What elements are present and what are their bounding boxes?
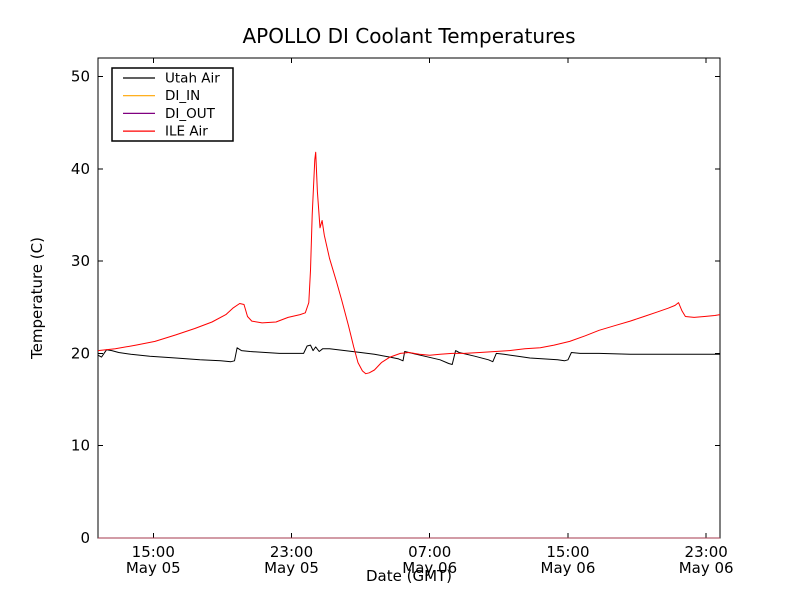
- legend-box: [111, 67, 234, 142]
- x-tick-label-time: 23:00: [685, 543, 728, 561]
- y-tick-label: 10: [71, 437, 90, 455]
- legend-label-utah-air: Utah Air: [165, 71, 220, 87]
- y-tick-label: 0: [80, 529, 90, 547]
- x-tick-label-date: May 06: [402, 559, 457, 577]
- x-tick-label-time: 23:00: [270, 543, 313, 561]
- y-axis-label: Temperature (C): [28, 237, 46, 360]
- x-tick-label-time: 15:00: [546, 543, 589, 561]
- x-tick-label-date: May 05: [126, 559, 181, 577]
- series-line-ile-air: [97, 151, 721, 375]
- y-tick-label: 40: [71, 160, 90, 178]
- legend-label-ile-air: ILE Air: [165, 124, 208, 140]
- series-line-utah-air: [97, 344, 720, 365]
- x-tick-label-time: 07:00: [408, 543, 451, 561]
- x-tick-label-date: May 06: [541, 559, 596, 577]
- x-axis-label: Date (GMT): [366, 567, 452, 585]
- y-tick-label: 20: [71, 344, 90, 362]
- x-tick-label-date: May 05: [264, 559, 319, 577]
- legend-label-di-in: DI_IN: [165, 88, 200, 104]
- chart-title: APOLLO DI Coolant Temperatures: [242, 24, 575, 48]
- legend-label-di-out: DI_OUT: [165, 106, 216, 122]
- y-tick-label: 30: [71, 252, 90, 270]
- x-tick-label-date: May 06: [679, 559, 734, 577]
- y-tick-label: 50: [71, 67, 90, 85]
- x-tick-label-time: 15:00: [132, 543, 175, 561]
